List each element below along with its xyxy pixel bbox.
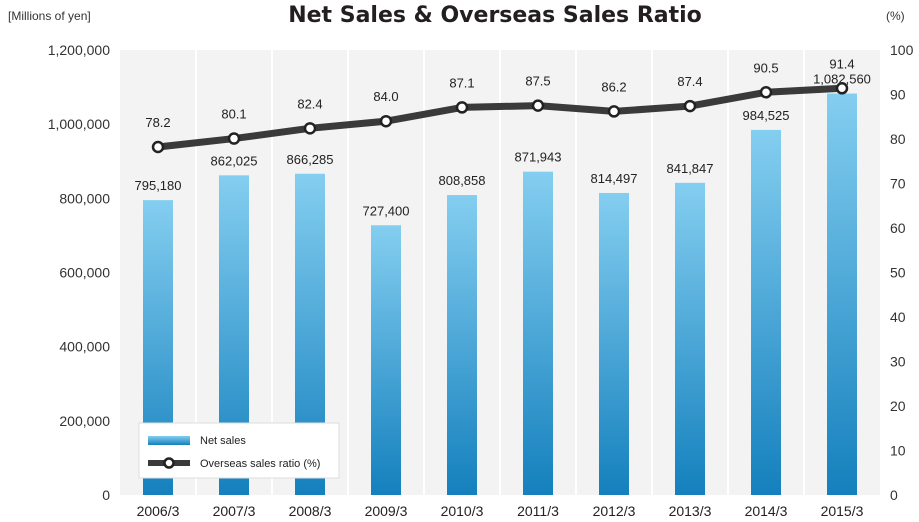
x-tick-label: 2006/3 — [137, 503, 180, 519]
right-tick-label: 40 — [890, 309, 906, 325]
left-tick-label: 800,000 — [59, 190, 110, 206]
bar-value-label: 862,025 — [211, 153, 258, 168]
bar-value-label: 795,180 — [135, 178, 182, 193]
ratio-marker — [455, 101, 469, 114]
legend: Net sales Overseas sales ratio (%) — [138, 422, 340, 479]
bar-value-label: 871,943 — [515, 150, 562, 165]
x-tick-label: 2015/3 — [821, 503, 864, 519]
right-tick-label: 30 — [890, 354, 906, 370]
left-tick-label: 1,000,000 — [48, 116, 110, 132]
chart-title: Net Sales & Overseas Sales Ratio — [288, 3, 702, 28]
right-tick-label: 80 — [890, 131, 906, 147]
left-tick-label: 200,000 — [59, 413, 110, 429]
bar-value-label: 866,285 — [287, 152, 334, 167]
x-axis-ticks: 2006/3 2007/3 2008/3 2009/3 2010/3 2011/3 2012… — [137, 503, 864, 519]
x-tick-label: 2012/3 — [593, 503, 636, 519]
right-axis-ticks: 0 10 20 30 40 50 60 70 80 90 100 — [890, 42, 914, 503]
ratio-value-label: 87.4 — [677, 74, 702, 89]
right-tick-label: 20 — [890, 398, 906, 414]
ratio-value-label: 80.1 — [221, 107, 246, 122]
legend-net-sales: Net sales — [200, 435, 246, 447]
bar-value-label: 814,497 — [591, 171, 638, 186]
bar — [827, 93, 857, 496]
x-tick-label: 2011/3 — [517, 503, 559, 519]
x-tick-label: 2008/3 — [289, 503, 332, 519]
ratio-marker — [607, 105, 621, 118]
ratio-line-path — [154, 84, 846, 151]
right-tick-label: 70 — [890, 176, 906, 192]
left-axis-ticks: 0 200,000 400,000 600,000 800,000 1,000,000 1,… — [48, 42, 111, 503]
bar-value-label: 727,400 — [363, 203, 410, 218]
ratio-value-label: 91.4 — [829, 56, 854, 71]
right-tick-label: 60 — [890, 220, 906, 236]
x-tick-label: 2009/3 — [365, 503, 408, 519]
ratio-marker — [227, 132, 241, 145]
ratio-marker — [379, 114, 393, 128]
bar — [751, 129, 781, 495]
bar-value-label: 1,082,560 — [813, 72, 871, 87]
left-tick-label: 600,000 — [59, 265, 110, 281]
right-tick-label: 0 — [890, 487, 898, 503]
left-tick-label: 0 — [102, 487, 110, 503]
bar — [675, 182, 705, 495]
bar-value-label: 808,858 — [439, 173, 486, 188]
ratio-value-labels: 78.2 80.1 82.4 84.0 87.1 87.5 86.2 87.4 90.5 91.4 — [145, 56, 854, 130]
bar-value-label: 984,525 — [743, 108, 790, 123]
ratio-marker — [835, 82, 849, 95]
x-tick-label: 2014/3 — [745, 503, 788, 519]
x-tick-label: 2007/3 — [213, 503, 256, 519]
legend-overseas-ratio: Overseas sales ratio (%) — [200, 458, 320, 470]
bar — [371, 225, 401, 495]
ratio-value-label: 78.2 — [145, 115, 170, 130]
ratio-line — [151, 82, 849, 154]
legend-marker — [163, 457, 175, 469]
x-tick-label: 2013/3 — [669, 503, 712, 519]
bar-value-labels: 795,180 862,025 866,285 727,400 808,858 871,9… — [135, 72, 871, 219]
bar — [599, 192, 629, 495]
ratio-value-label: 84.0 — [373, 89, 398, 104]
ratio-marker — [683, 99, 697, 113]
ratio-value-label: 86.2 — [601, 79, 626, 94]
bar — [523, 171, 553, 495]
ratio-marker — [531, 99, 545, 112]
legend-box — [138, 422, 340, 479]
bar-value-label: 841,847 — [667, 161, 714, 176]
right-tick-label: 10 — [890, 443, 906, 459]
ratio-value-label: 82.4 — [297, 96, 322, 111]
x-tick-label: 2010/3 — [441, 503, 484, 519]
ratio-value-label: 87.5 — [525, 74, 550, 89]
left-tick-label: 1,200,000 — [48, 42, 110, 58]
right-tick-label: 90 — [890, 87, 906, 103]
ratio-marker — [303, 122, 317, 135]
legend-bar-swatch — [148, 436, 190, 445]
right-tick-label: 50 — [890, 265, 906, 281]
right-tick-label: 100 — [890, 42, 914, 58]
ratio-marker — [151, 140, 165, 154]
right-axis-unit: (%) — [886, 9, 905, 23]
left-tick-label: 400,000 — [59, 339, 110, 355]
bar — [447, 195, 477, 495]
ratio-marker — [759, 86, 773, 99]
ratio-value-label: 90.5 — [753, 60, 778, 75]
left-axis-unit: [Millions of yen] — [8, 9, 91, 23]
ratio-value-label: 87.1 — [449, 75, 474, 90]
